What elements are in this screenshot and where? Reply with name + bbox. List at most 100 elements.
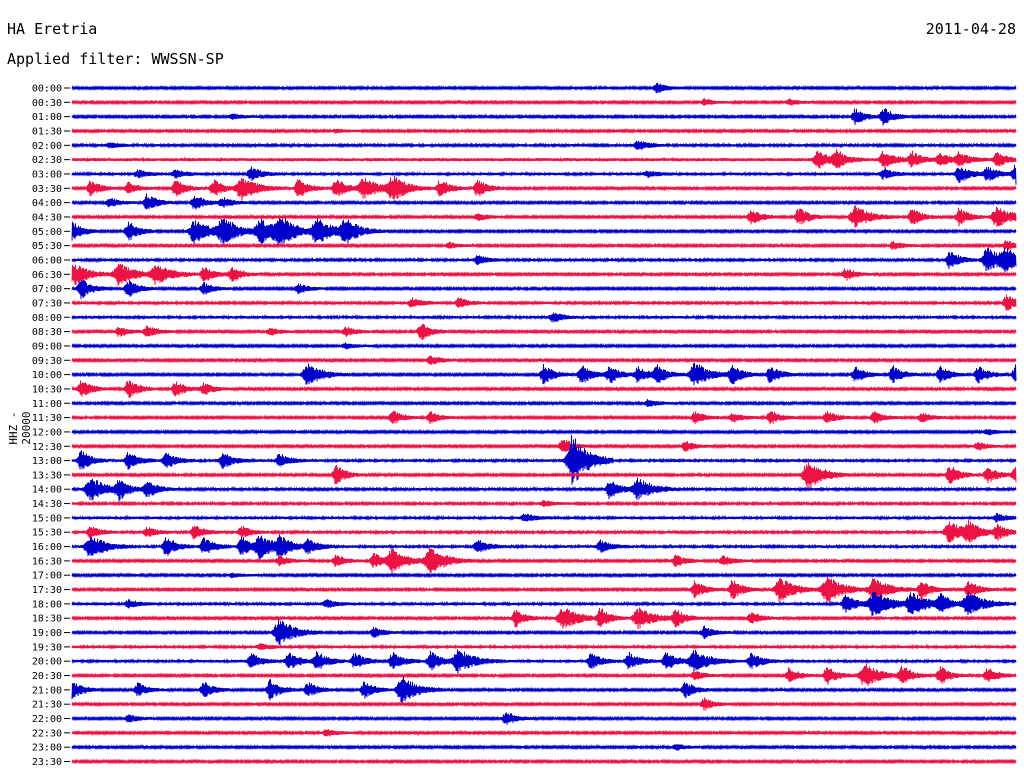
traces [71, 82, 1017, 765]
row-label: 00:00 [32, 84, 62, 95]
trace-1200 [71, 428, 1017, 436]
trace-1330 [71, 461, 1017, 489]
trace-1830 [71, 607, 1017, 630]
row-label: 17:00 [32, 571, 62, 582]
trace-2000 [71, 649, 1017, 674]
row-label: 00:30 [32, 98, 62, 109]
row-label: 11:00 [32, 399, 62, 410]
trace-1430 [71, 500, 1017, 508]
row-label: 07:30 [32, 298, 62, 309]
row-label: 04:00 [32, 198, 62, 209]
row-label: 20:00 [32, 657, 62, 668]
trace-2200 [71, 712, 1017, 725]
row-label: 15:00 [32, 513, 62, 524]
trace-0900 [71, 342, 1017, 350]
trace-1230 [71, 440, 1017, 453]
trace-1530 [71, 519, 1017, 543]
row-label: 19:30 [32, 642, 62, 653]
trace-2330 [71, 758, 1017, 765]
trace-0600 [71, 247, 1017, 273]
trace-0630 [71, 263, 1017, 286]
row-label: 10:30 [32, 384, 62, 395]
trace-0300 [71, 164, 1017, 185]
trace-0400 [71, 193, 1017, 210]
trace-0530 [71, 240, 1017, 251]
row-label: 07:00 [32, 284, 62, 295]
record-date: 2011-04-28 [925, 20, 1016, 38]
trace-1700 [71, 572, 1017, 579]
trace-2300 [71, 744, 1017, 751]
row-label: 18:30 [32, 614, 62, 625]
trace-1730 [71, 576, 1017, 605]
row-label: 14:00 [32, 485, 62, 496]
row-label: 20:30 [32, 671, 62, 682]
row-label: 16:30 [32, 556, 62, 567]
row-label: 21:30 [32, 700, 62, 711]
trace-1900 [71, 619, 1017, 646]
row-label: 23:00 [32, 743, 62, 754]
trace-0830 [71, 324, 1017, 340]
row-label: 23:30 [32, 757, 62, 768]
row-label: 13:00 [32, 456, 62, 467]
row-label: 02:30 [32, 155, 62, 166]
row-label: 01:00 [32, 112, 62, 123]
trace-0800 [71, 312, 1017, 323]
trace-0430 [71, 205, 1017, 229]
trace-0230 [71, 149, 1017, 170]
trace-1930 [71, 643, 1017, 651]
row-label: 08:30 [32, 327, 62, 338]
trace-1130 [71, 410, 1017, 425]
row-label: 14:30 [32, 499, 62, 510]
trace-0100 [71, 108, 1017, 126]
trace-1400 [71, 477, 1017, 502]
row-label: 22:30 [32, 728, 62, 739]
row-label: 18:00 [32, 599, 62, 610]
row-label: 05:30 [32, 241, 62, 252]
trace-0000 [71, 82, 1017, 94]
row-label: 11:30 [32, 413, 62, 424]
row-label: 16:00 [32, 542, 62, 553]
trace-0700 [71, 279, 1017, 299]
row-label: 15:30 [32, 528, 62, 539]
trace-0200 [71, 140, 1017, 151]
trace-1500 [71, 513, 1017, 523]
row-label: 08:00 [32, 313, 62, 324]
row-label: 13:30 [32, 470, 62, 481]
trace-2100 [71, 676, 1017, 705]
trace-1000 [71, 362, 1017, 386]
trace-0330 [71, 175, 1017, 201]
row-label: 19:00 [32, 628, 62, 639]
trace-0730 [71, 294, 1017, 312]
row-label: 09:30 [32, 356, 62, 367]
row-label: 03:30 [32, 184, 62, 195]
row-label: 12:30 [32, 442, 62, 453]
row-label: 22:00 [32, 714, 62, 725]
station-name: HA Eretria [7, 20, 98, 38]
row-label: 06:30 [32, 270, 62, 281]
trace-1800 [71, 591, 1017, 616]
row-label: 04:30 [32, 212, 62, 223]
row-label: 09:00 [32, 341, 62, 352]
trace-1600 [71, 534, 1017, 560]
row-label: 12:00 [32, 427, 62, 438]
trace-2230 [71, 729, 1017, 737]
trace-1300 [71, 434, 1017, 485]
row-label: 10:00 [32, 370, 62, 381]
trace-1630 [71, 546, 1017, 575]
row-label: 05:00 [32, 227, 62, 238]
trace-2130 [71, 697, 1017, 711]
row-labels: 00:00 00:30 01:00 01:30 02:00 02:30 03:00 03:30… [32, 84, 70, 768]
row-label: 03:00 [32, 169, 62, 180]
trace-2030 [71, 663, 1017, 686]
trace-0930 [71, 355, 1017, 365]
trace-0500 [71, 217, 1017, 247]
row-label: 02:00 [32, 141, 62, 152]
row-label: 06:00 [32, 255, 62, 266]
trace-1100 [71, 399, 1017, 407]
trace-1030 [71, 380, 1017, 398]
row-label: 01:30 [32, 126, 62, 137]
trace-0130 [71, 127, 1017, 135]
trace-0030 [71, 98, 1017, 106]
row-label: 17:30 [32, 585, 62, 596]
